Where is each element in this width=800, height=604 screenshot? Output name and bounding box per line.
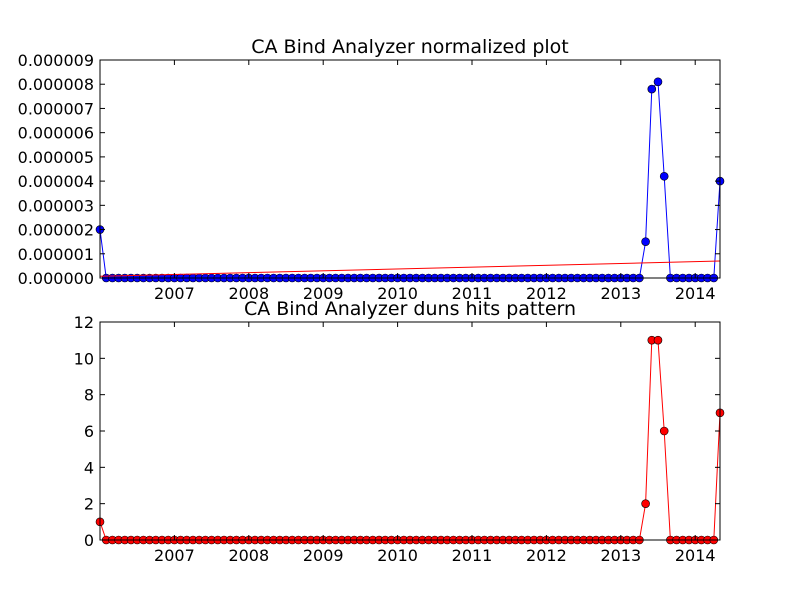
chart-2: 0 2 4 6 8 10 12 2007 2008 2009 2010 2011 2012 2013 201… (74, 298, 725, 565)
data-point (653, 77, 663, 87)
axes-frame (99, 321, 721, 541)
x-tick-label: 2013 (600, 284, 641, 303)
data-point (653, 335, 663, 345)
y-tick-label: 0 (84, 531, 94, 550)
y-tick-label: 0.000005 (18, 148, 94, 167)
x-tick-label: 2007 (154, 546, 195, 565)
series-line-1-2 (99, 260, 721, 277)
y-tick-label: 0.000009 (18, 51, 94, 70)
x-tick-label: 2014 (675, 284, 716, 303)
x-tick-label: 2012 (526, 546, 567, 565)
x-tick-label: 2008 (228, 284, 269, 303)
x-tick-label: 2009 (303, 546, 344, 565)
x-tick-label: 2008 (228, 546, 269, 565)
data-point (659, 426, 669, 436)
y-tick-label: 12 (74, 313, 94, 332)
y-tick-label: 4 (84, 458, 94, 477)
y-tick-label: 6 (84, 422, 94, 441)
x-tick-label: 2011 (452, 546, 493, 565)
x-tick-label: 2007 (154, 284, 195, 303)
y-tick-label: 0.000000 (18, 269, 94, 288)
x-tick-label: 2010 (377, 284, 418, 303)
y-tick-label: 0.000002 (18, 221, 94, 240)
y-tick-label: 0.000006 (18, 124, 94, 143)
y-tick-label: 10 (74, 349, 94, 368)
x-tick-label: 2009 (303, 284, 344, 303)
y-tick-label: 8 (84, 386, 94, 405)
series-line-2-1 (99, 339, 721, 541)
x-tick-label: 2012 (526, 284, 567, 303)
data-point (641, 499, 650, 508)
x-tick-label: 2013 (600, 546, 641, 565)
chart-1: 0.000000 0.000001 0.000002 0.000003 0.000004… (18, 36, 725, 303)
y-tick-label: 2 (84, 495, 94, 514)
y-tick-label: 0.000003 (18, 196, 94, 215)
data-point (659, 171, 669, 181)
series-line-1-1 (99, 80, 721, 279)
data-point (647, 84, 657, 94)
chart-title: CA Bind Analyzer duns hits pattern (244, 298, 576, 320)
data-point (641, 237, 650, 246)
y-tick-label: 0.000007 (18, 99, 94, 118)
axes-frame (99, 59, 721, 279)
x-tick-label: 2010 (377, 546, 418, 565)
y-tick-label: 0.000004 (18, 172, 94, 191)
chart-title: CA Bind Analyzer normalized plot (251, 36, 569, 58)
x-tick-label: 2011 (452, 284, 493, 303)
y-tick-label: 0.000001 (18, 245, 94, 264)
y-tick-label: 0.000008 (18, 75, 94, 94)
x-tick-label: 2014 (675, 546, 716, 565)
